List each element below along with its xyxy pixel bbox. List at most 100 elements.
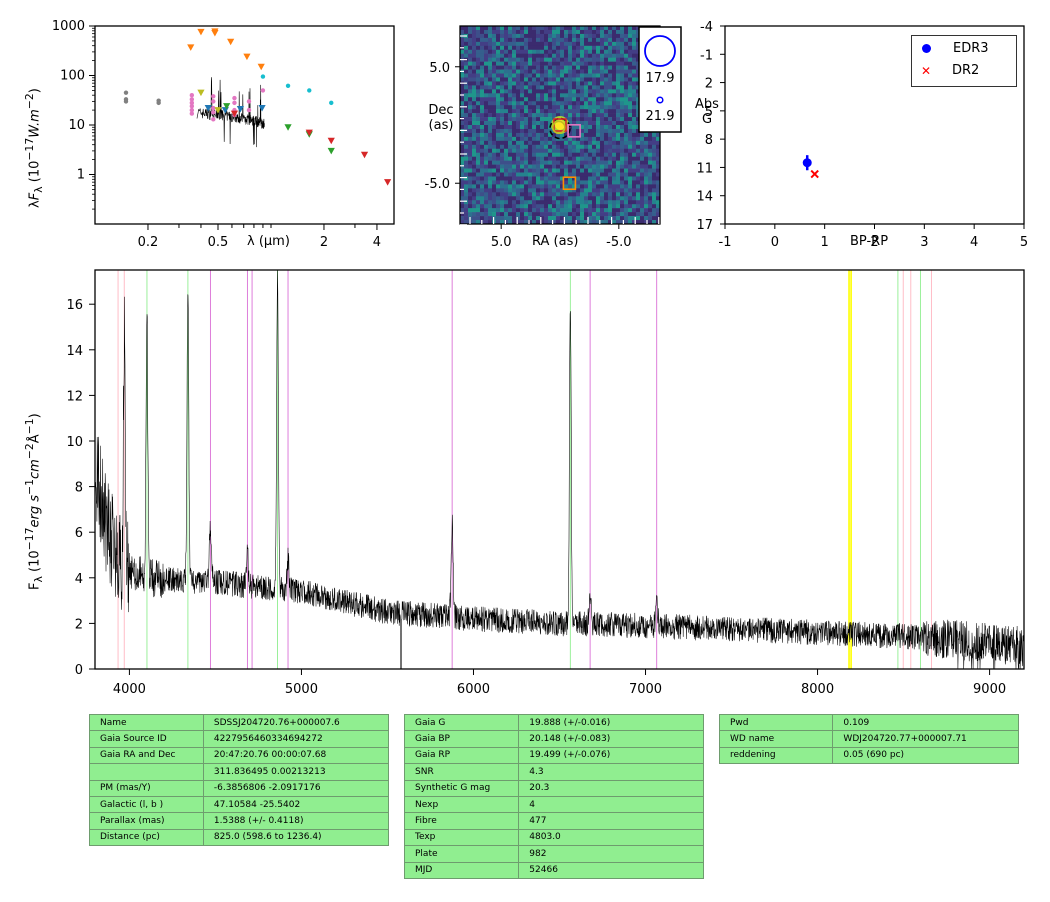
image-pixel — [652, 85, 657, 90]
image-pixel — [632, 77, 637, 82]
image-pixel — [616, 77, 621, 82]
image-pixel — [516, 85, 521, 90]
image-pixel — [460, 53, 465, 58]
image-pixel — [592, 81, 597, 86]
image-pixel — [652, 26, 657, 31]
image-pixel — [484, 140, 489, 146]
image-pixel — [600, 57, 605, 62]
image-pixel — [612, 184, 617, 189]
image-pixel — [504, 121, 509, 126]
image-pixel — [528, 65, 533, 70]
image-pixel — [652, 29, 657, 35]
image-pixel — [524, 220, 529, 225]
image-pixel — [540, 97, 545, 102]
sed-xtick-label: 0.5 — [208, 235, 229, 250]
image-pixel — [568, 188, 573, 193]
image-pixel — [632, 33, 637, 39]
image-pixel — [608, 105, 613, 110]
image-pixel — [548, 196, 553, 201]
image-pixel — [628, 216, 633, 221]
image-pixel — [616, 216, 621, 221]
image-pixel — [492, 196, 497, 201]
image-pixel — [572, 204, 577, 209]
image-pixel — [476, 33, 481, 39]
image-pixel — [500, 216, 505, 221]
image-pixel — [476, 144, 481, 150]
image-pixel — [540, 172, 545, 177]
image-pixel — [592, 77, 597, 82]
image-pixel — [464, 172, 469, 177]
image-pixel — [648, 26, 653, 31]
image-pixel — [512, 200, 517, 205]
image-pixel — [512, 144, 517, 150]
image-pixel — [480, 160, 485, 165]
image-pixel — [568, 212, 573, 217]
image-pixel — [568, 160, 573, 165]
image-pixel — [560, 168, 565, 173]
image-pixel — [504, 168, 509, 173]
image-pixel — [632, 140, 637, 146]
image-pixel — [640, 121, 645, 126]
image-pixel — [468, 216, 473, 221]
image-pixel — [528, 97, 533, 102]
image-pixel — [460, 184, 465, 189]
image-pixel — [568, 164, 573, 169]
image-pixel — [560, 97, 565, 102]
image-pixel — [600, 89, 605, 94]
image-pixel — [488, 200, 493, 205]
image-pixel — [608, 188, 613, 193]
image-pixel — [536, 117, 541, 122]
image-pixel — [580, 128, 585, 134]
image-scale-small-circle — [656, 96, 664, 104]
image-pixel — [648, 121, 653, 126]
image-pixel — [588, 148, 593, 154]
image-pixel — [508, 140, 513, 146]
image-pixel — [580, 85, 585, 90]
image-pixel — [500, 140, 505, 146]
image-pixel — [464, 113, 469, 118]
image-pixel — [556, 77, 561, 82]
image-pixel — [508, 89, 513, 94]
image-pixel — [612, 200, 617, 205]
image-pixel — [472, 184, 477, 189]
image-pixel — [472, 73, 477, 78]
image-pixel — [464, 101, 469, 106]
image-pixel — [580, 65, 585, 70]
image-pixel — [464, 212, 469, 217]
image-pixel — [592, 69, 597, 74]
image-pixel — [632, 45, 637, 51]
image-pixel — [524, 156, 529, 161]
image-scale-label-bright: 17.9 — [646, 71, 675, 86]
image-pixel — [632, 73, 637, 78]
image-pixel — [608, 53, 613, 58]
image-pixel — [612, 216, 617, 221]
image-pixel — [476, 128, 481, 134]
image-pixel — [488, 77, 493, 82]
image-pixel — [552, 101, 557, 106]
image-pixel — [460, 176, 465, 181]
image-pixel — [488, 176, 493, 181]
image-pixel — [484, 188, 489, 193]
image-pixel — [584, 69, 589, 74]
image-pixel — [472, 33, 477, 39]
image-pixel — [544, 69, 549, 74]
image-pixel — [612, 77, 617, 82]
image-pixel — [612, 176, 617, 181]
image-pixel — [504, 53, 509, 58]
image-pixel — [644, 33, 649, 39]
image-pixel — [480, 132, 485, 138]
image-pixel — [488, 188, 493, 193]
image-pixel — [500, 136, 505, 142]
image-pixel — [648, 208, 653, 213]
image-pixel — [568, 37, 573, 43]
image-pixel — [620, 49, 625, 55]
image-pixel — [524, 196, 529, 201]
image-pixel — [636, 144, 641, 150]
image-pixel — [476, 200, 481, 205]
image-pixel — [572, 176, 577, 181]
image-pixel — [572, 26, 577, 31]
image-pixel — [552, 61, 557, 66]
image-pixel — [636, 160, 641, 165]
image-pixel — [488, 57, 493, 62]
image-pixel — [536, 192, 541, 197]
